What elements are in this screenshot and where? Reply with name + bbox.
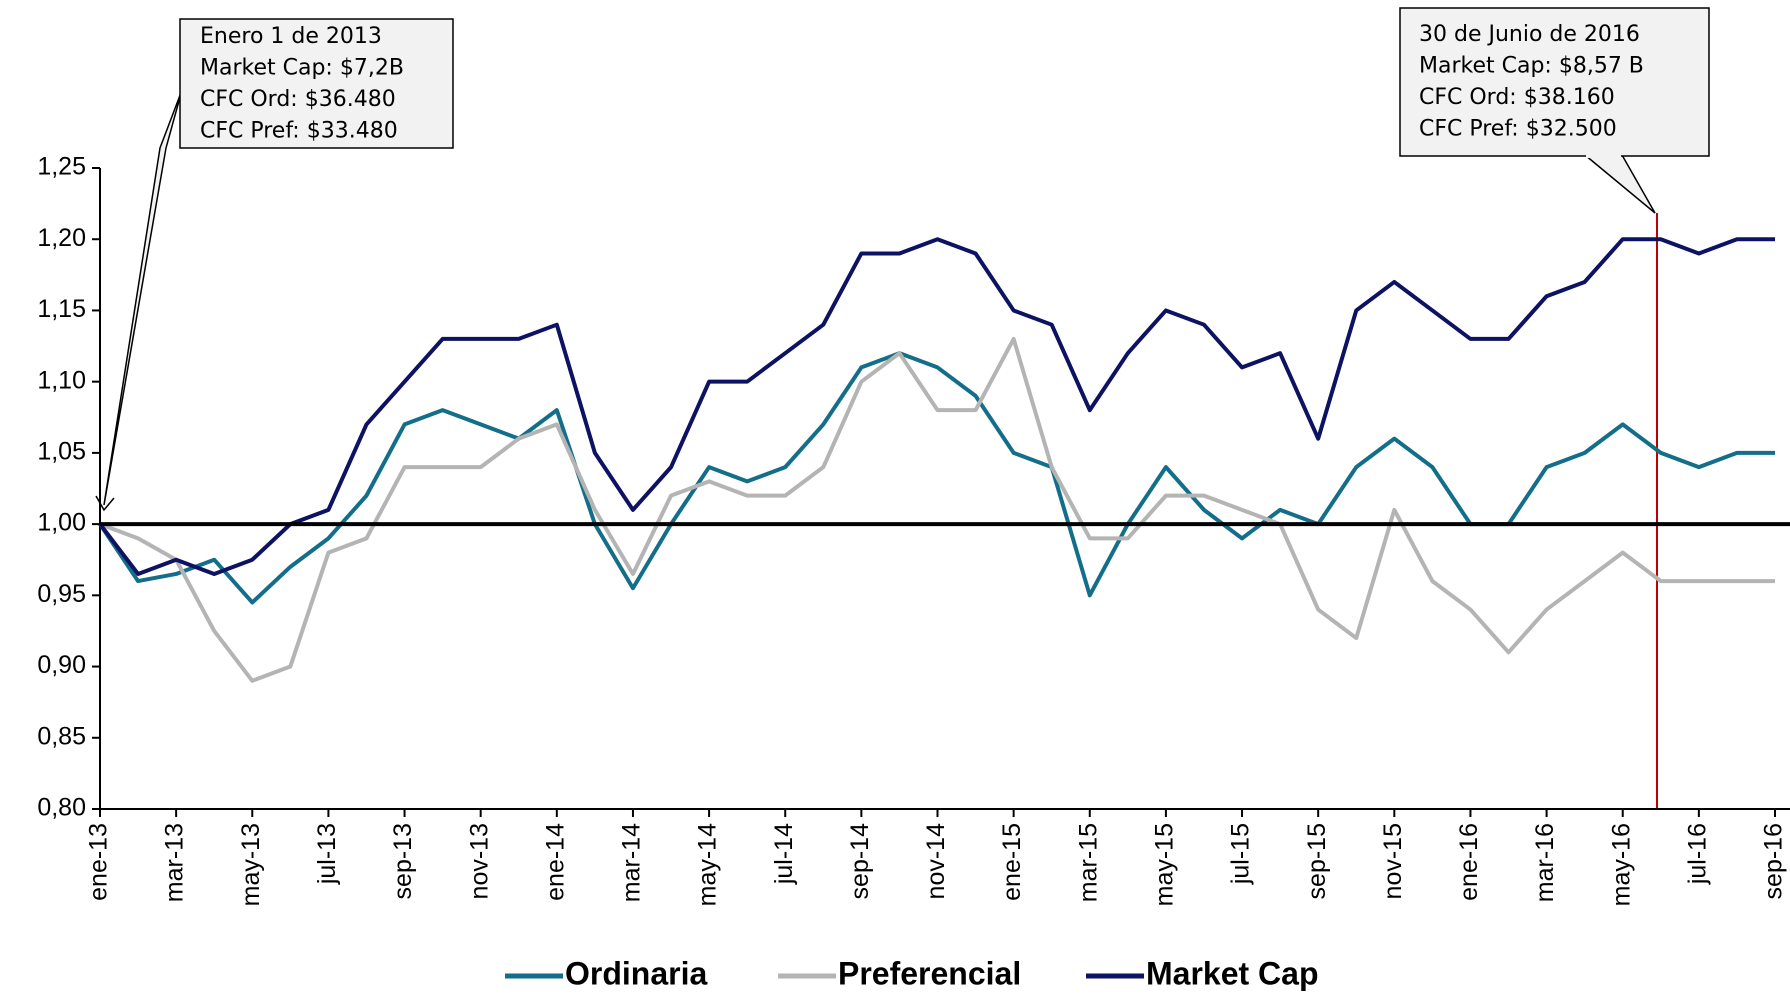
x-tick-label: jul-14: [770, 823, 798, 885]
x-tick-label: ene-16: [1455, 823, 1483, 901]
annotation-text: 30 de Junio de 2016: [1419, 22, 1640, 47]
callout-pointer: [103, 89, 183, 506]
x-tick-label: ene-15: [998, 823, 1026, 901]
x-tick-label: sep-14: [846, 823, 874, 900]
annotation-text: Market Cap: $7,2B: [200, 56, 404, 81]
x-tick-label: jul-16: [1683, 823, 1711, 885]
annotation-text: Enero 1 de 2013: [200, 24, 382, 49]
callout-join: [1586, 154, 1621, 158]
annotation-box: [1399, 7, 1710, 157]
annotation-text: CFC Pref: $32.500: [1419, 117, 1617, 142]
legend-label: Market Cap: [1146, 955, 1319, 991]
arrow-head: [95, 495, 115, 512]
legend-label: Ordinaria: [565, 955, 707, 991]
annotation-text: Market Cap: $8,57 B: [1419, 54, 1644, 79]
x-tick-label: mar-15: [1074, 823, 1102, 902]
series-line: [98, 351, 1775, 605]
annotation-text: CFC Pref: $33.480: [200, 119, 398, 144]
y-tick-label: 1,20: [37, 224, 86, 252]
y-tick-label: 1,10: [37, 366, 86, 394]
x-tick-label: mar-16: [1531, 823, 1559, 902]
x-tick-label: jul-15: [1227, 823, 1255, 885]
x-tick-label: sep-15: [1303, 823, 1331, 899]
x-tick-label: may-16: [1607, 823, 1635, 906]
series-line: [99, 336, 1775, 683]
x-tick-label: mar-14: [618, 823, 646, 902]
annotation-text: CFC Ord: $36.480: [200, 87, 396, 112]
x-tick-label: nov-13: [465, 823, 493, 899]
plot-area: [92, 167, 1790, 817]
x-tick-label: jul-13: [313, 823, 341, 885]
x-tick-label: nov-14: [922, 823, 950, 900]
y-tick-label: 0,85: [37, 722, 86, 750]
x-tick-label: may-13: [237, 823, 265, 906]
y-tick-label: 1,00: [37, 509, 86, 537]
annotation-text: CFC Ord: $38.160: [1419, 85, 1615, 110]
y-tick-label: 1,15: [37, 295, 86, 323]
y-tick-label: 0,90: [37, 651, 86, 679]
x-tick-label: mar-13: [161, 823, 189, 902]
y-tick-label: 0,95: [37, 580, 86, 608]
x-tick-label: sep-13: [389, 823, 417, 899]
series-line: [98, 237, 1775, 576]
x-tick-label: nov-15: [1379, 823, 1407, 899]
x-tick-label: ene-14: [541, 823, 569, 901]
y-tick-label: 0,80: [37, 794, 86, 822]
y-tick-label: 1,25: [37, 153, 86, 181]
callout-pointer: [1582, 154, 1656, 214]
y-tick-label: 1,05: [37, 437, 86, 465]
x-tick-label: sep-16: [1760, 823, 1788, 899]
x-tick-label: may-15: [1151, 823, 1179, 906]
x-tick-label: may-14: [694, 823, 722, 906]
x-tick-label: ene-13: [85, 823, 113, 901]
legend-label: Preferencial: [838, 955, 1021, 991]
annotation-box: [179, 18, 454, 149]
